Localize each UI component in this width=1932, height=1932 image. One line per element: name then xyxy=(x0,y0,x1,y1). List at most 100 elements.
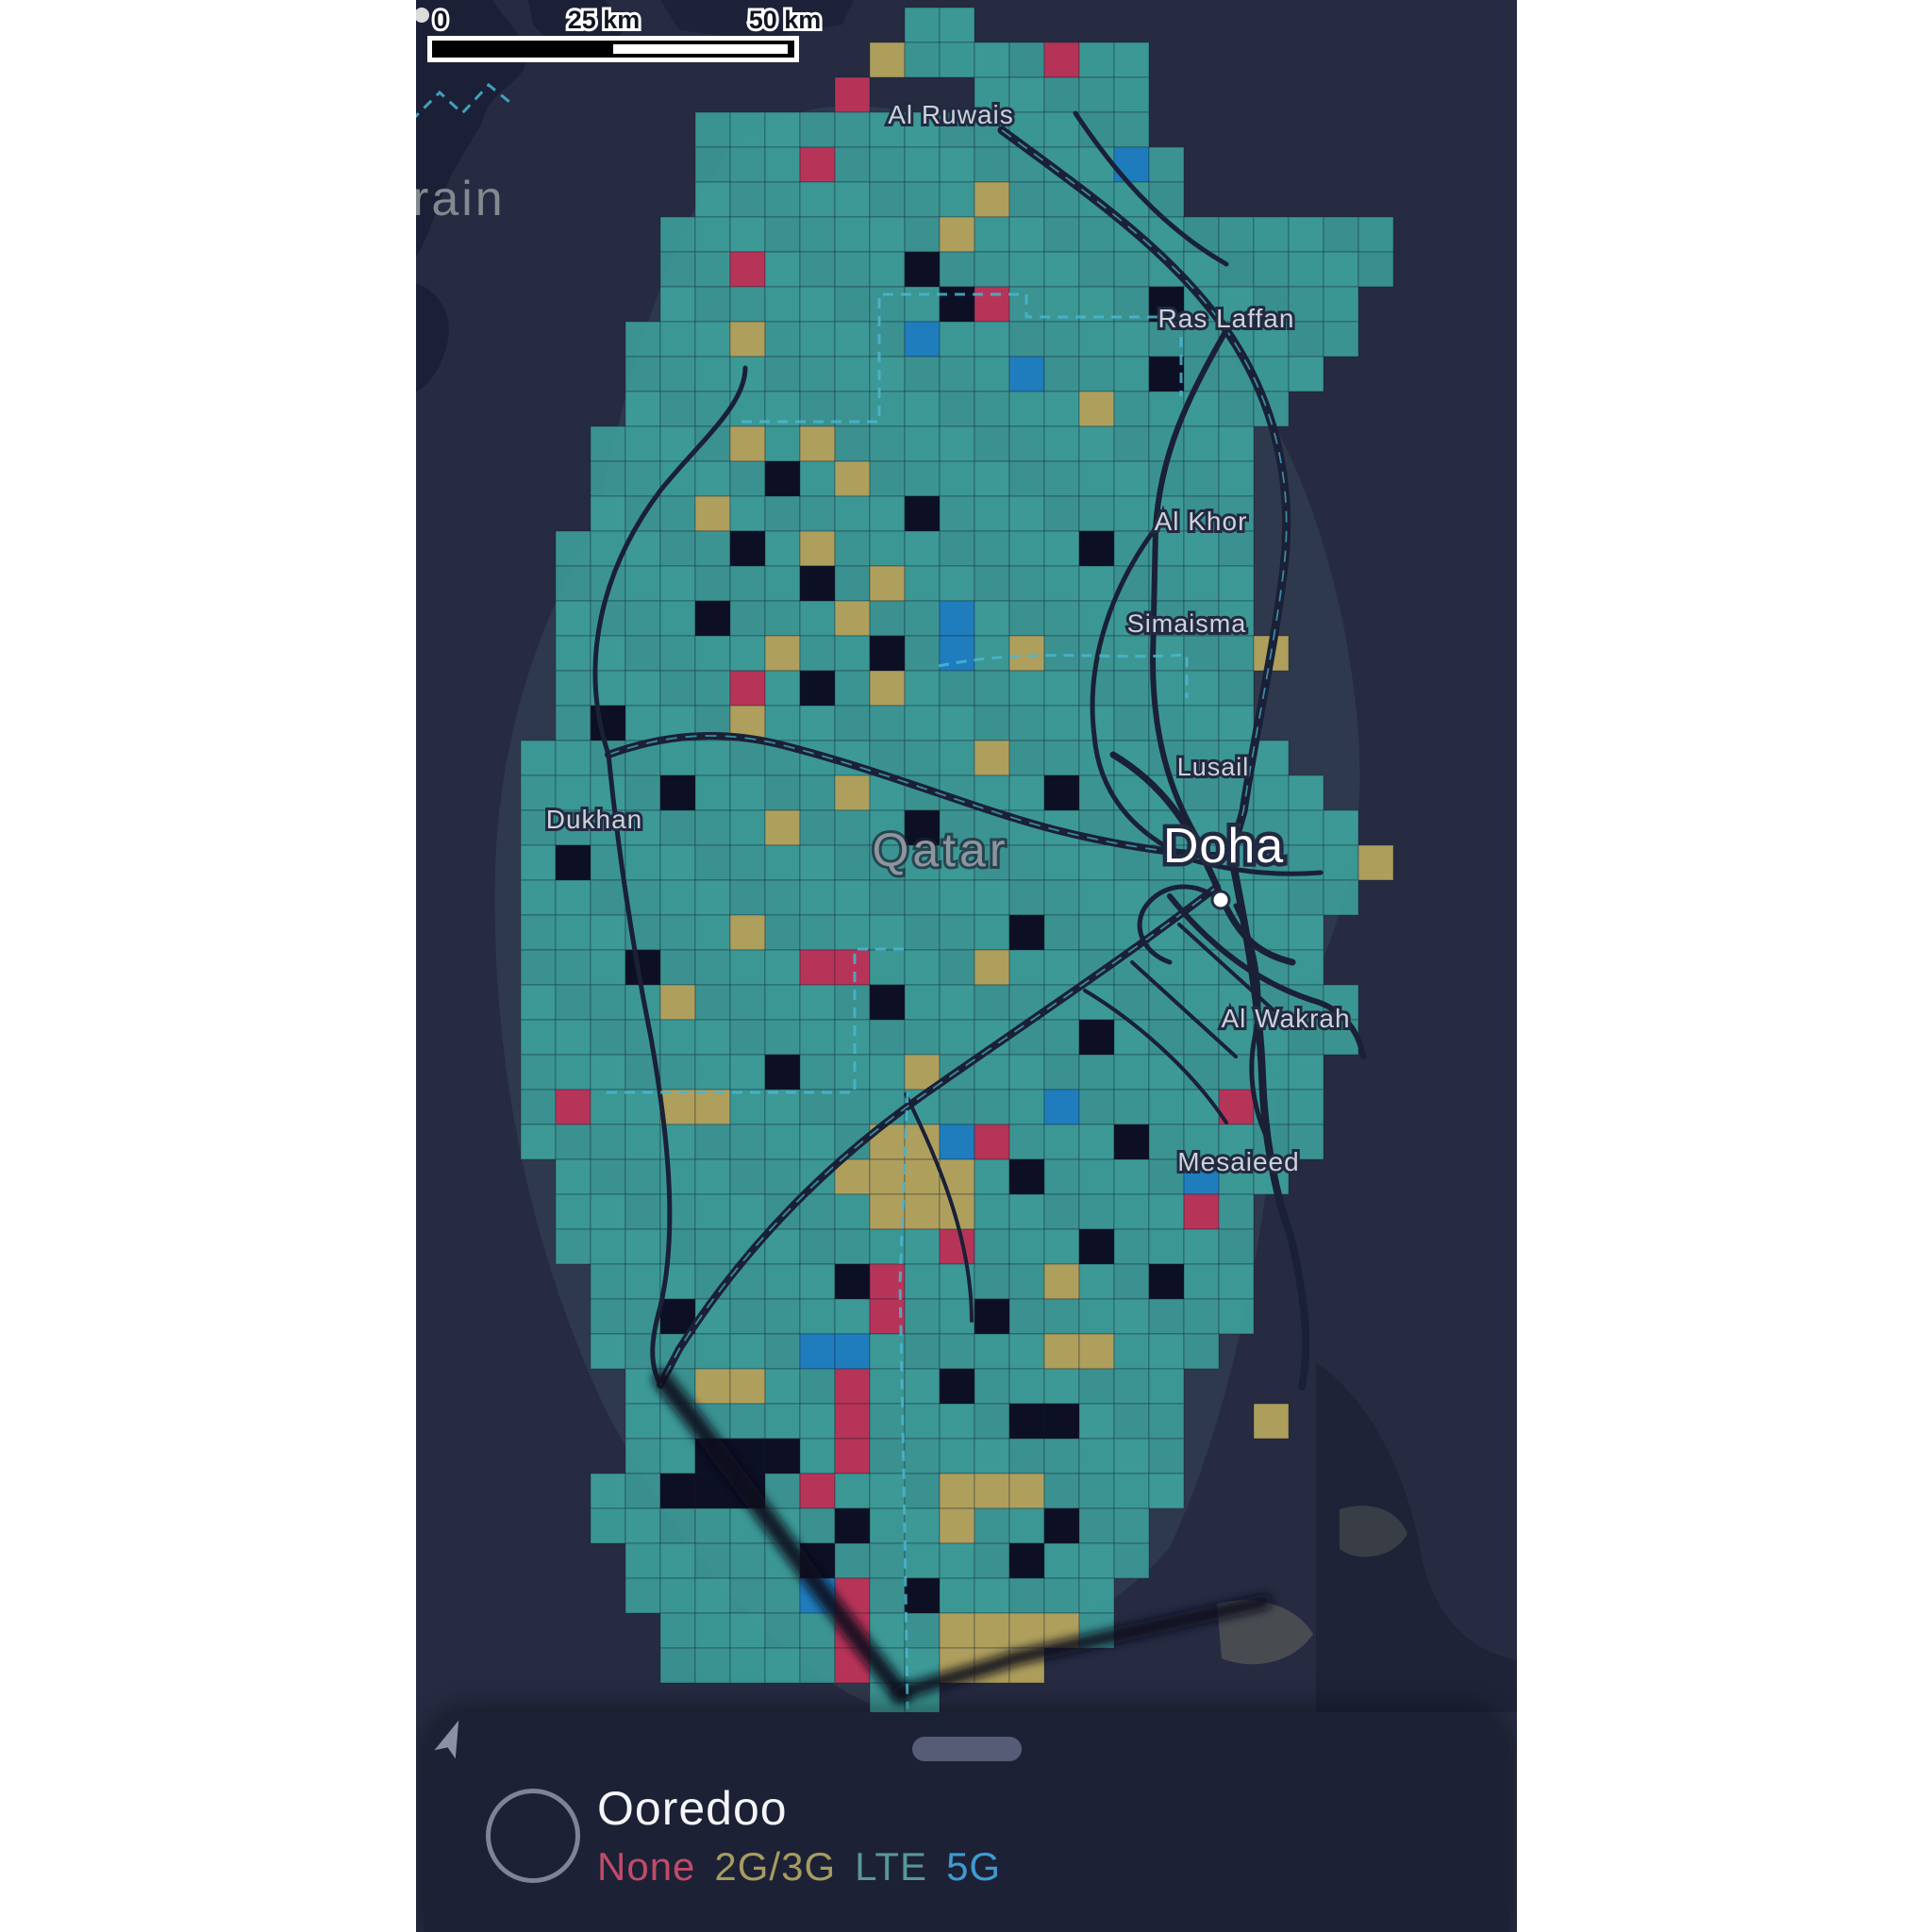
coverage-cell xyxy=(939,146,975,183)
coverage-cell xyxy=(869,635,906,672)
coverage-cell xyxy=(1357,251,1394,288)
coverage-cell xyxy=(659,809,696,846)
coverage-cell xyxy=(694,1473,731,1509)
coverage-cell xyxy=(939,111,975,148)
road xyxy=(1073,110,1229,267)
landmass-shapes xyxy=(416,0,1517,1712)
coverage-cell xyxy=(904,879,941,916)
coverage-cell xyxy=(799,1019,836,1056)
coverage-cell xyxy=(1218,391,1255,427)
coverage-cell xyxy=(1323,251,1359,288)
coverage-cell xyxy=(625,1438,661,1474)
coverage-cell xyxy=(799,530,836,567)
coverage-cell xyxy=(799,1333,836,1370)
road xyxy=(1167,893,1366,1059)
coverage-cell xyxy=(1288,1089,1324,1125)
major-road xyxy=(893,1594,1272,1701)
coverage-cell xyxy=(904,949,941,986)
coverage-cell xyxy=(904,914,941,951)
coverage-cell xyxy=(659,1193,696,1230)
coverage-cell xyxy=(729,1124,766,1160)
coverage-cell xyxy=(904,7,941,43)
coverage-cell xyxy=(1078,1368,1115,1405)
coverage-cell xyxy=(590,774,626,811)
coverage-cell xyxy=(625,1193,661,1230)
coverage-cell xyxy=(974,460,1010,497)
coverage-cell xyxy=(939,391,975,427)
coverage-cell xyxy=(694,1647,731,1684)
coverage-cell xyxy=(1113,1542,1150,1579)
coverage-cell xyxy=(555,600,591,637)
coverage-cell xyxy=(799,286,836,323)
coverage-cell xyxy=(1183,495,1220,532)
coverage-cell xyxy=(869,1333,906,1370)
coverage-cell xyxy=(659,949,696,986)
coverage-cell xyxy=(904,635,941,672)
coverage-cell xyxy=(590,1298,626,1335)
coverage-cell xyxy=(729,146,766,183)
land-shape xyxy=(1316,1363,1517,1712)
coverage-cell xyxy=(1218,670,1255,707)
coverage-cell xyxy=(904,321,941,358)
navigate-icon[interactable] xyxy=(434,1720,580,1883)
coverage-cell xyxy=(1043,1019,1080,1056)
coverage-cell xyxy=(694,286,731,323)
coverage-cell xyxy=(834,1228,871,1265)
coverage-cell xyxy=(659,1542,696,1579)
coverage-cell xyxy=(1183,705,1220,741)
coverage-cell xyxy=(1113,495,1150,532)
coverage-cell xyxy=(939,530,975,567)
coverage-cell xyxy=(1253,251,1290,288)
city-label: Dukhan xyxy=(546,805,643,834)
coverage-cell xyxy=(1113,1507,1150,1544)
coverage-cell xyxy=(694,1089,731,1125)
coverage-cell xyxy=(555,809,591,846)
coverage-cell xyxy=(659,914,696,951)
coverage-cell xyxy=(590,1228,626,1265)
dashed-roads-layer xyxy=(416,82,1189,1710)
coverage-cell xyxy=(974,670,1010,707)
coverage-cell xyxy=(939,914,975,951)
coverage-cell xyxy=(694,1228,731,1265)
coverage-cell xyxy=(694,635,731,672)
coverage-cell xyxy=(659,740,696,776)
coverage-cell xyxy=(694,1542,731,1579)
coverage-cell xyxy=(904,1403,941,1440)
coverage-cell xyxy=(1043,1542,1080,1579)
coverage-cell xyxy=(834,949,871,986)
land-shape xyxy=(1340,1506,1407,1557)
coverage-cell xyxy=(625,460,661,497)
coverage-cell xyxy=(764,844,801,881)
coverage-map[interactable]: Qatar rain Al Ruwais Ras Laffan Al Khor Sim… xyxy=(416,0,1517,1932)
coverage-cell xyxy=(520,740,557,776)
map-svg[interactable]: Qatar rain Al Ruwais Ras Laffan Al Khor Sim… xyxy=(416,0,1517,1932)
coverage-cell xyxy=(1183,774,1220,811)
coverage-cell xyxy=(1043,1298,1080,1335)
coverage-cell xyxy=(1078,1193,1115,1230)
coverage-cell xyxy=(1008,879,1045,916)
coverage-cell xyxy=(694,1054,731,1091)
coverage-cell xyxy=(799,844,836,881)
coverage-cell xyxy=(729,216,766,253)
coverage-cell xyxy=(939,705,975,741)
coverage-cell xyxy=(764,600,801,637)
bottom-sheet[interactable]: Ooredoo None 2G/3G LTE 5G xyxy=(424,1712,1509,1932)
coverage-cell xyxy=(729,670,766,707)
coverage-cell xyxy=(869,1612,906,1649)
coverage-cell xyxy=(694,1507,731,1544)
coverage-cell xyxy=(659,251,696,288)
coverage-cell xyxy=(904,495,941,532)
coverage-cell xyxy=(520,949,557,986)
coverage-cell xyxy=(625,1263,661,1300)
coverage-cell xyxy=(729,251,766,288)
coverage-cell xyxy=(869,1158,906,1195)
coverage-cell xyxy=(764,1019,801,1056)
coverage-cell xyxy=(729,984,766,1021)
coverage-cell xyxy=(1078,391,1115,427)
coverage-cell xyxy=(1218,705,1255,741)
coverage-cell xyxy=(1113,321,1150,358)
coverage-cell xyxy=(1148,146,1185,183)
coverage-cell xyxy=(1148,321,1185,358)
sheet-drag-handle[interactable] xyxy=(911,1737,1022,1761)
coverage-cell xyxy=(834,1193,871,1230)
